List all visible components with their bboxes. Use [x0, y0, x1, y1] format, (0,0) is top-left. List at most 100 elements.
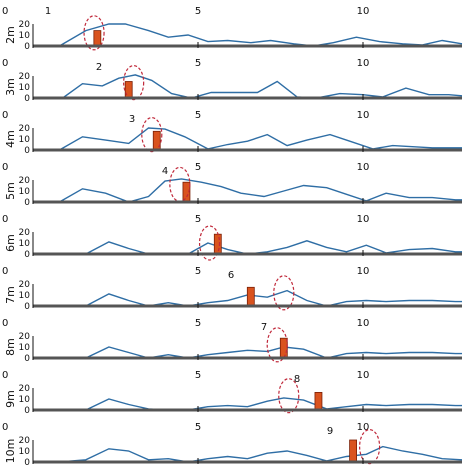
y-axis-label: 2m — [4, 26, 17, 44]
y-tick-label: 20 — [19, 384, 31, 394]
series-line — [33, 127, 462, 151]
y-axis-label: 7m — [4, 286, 17, 304]
x-tick-label: 0 — [2, 370, 8, 381]
bar-mark — [246, 286, 255, 307]
y-tick-label: 10 — [19, 239, 31, 249]
y-axis-label: 8m — [4, 338, 17, 356]
highlight-circle — [83, 15, 105, 51]
y-tick-label: 20 — [19, 228, 31, 238]
y-tick-label: 10 — [19, 83, 31, 93]
y-axis-label: 9m — [4, 390, 17, 408]
position-marker-label: 1 — [45, 6, 51, 17]
series-line — [33, 178, 462, 203]
x-tick-label: 5 — [195, 110, 201, 121]
y-axis-label: 6m — [4, 234, 17, 252]
bar-mark — [314, 391, 323, 411]
y-axis-label: 4m — [4, 130, 17, 148]
position-marker-label: 4 — [162, 166, 168, 177]
y-tick-label: 20 — [19, 280, 31, 290]
x-tick-label: 5 — [195, 214, 201, 225]
y-tick-label: 20 — [19, 436, 31, 446]
y-tick-label: 20 — [19, 176, 31, 186]
x-tick-label: 5 — [195, 318, 201, 329]
y-tick-label: 0 — [24, 198, 30, 208]
series-line — [33, 74, 463, 99]
bar-mark — [349, 439, 358, 463]
y-tick-label: 10 — [19, 187, 31, 197]
y-tick-label: 10 — [19, 395, 31, 405]
y-tick-label: 10 — [19, 135, 31, 145]
highlight-circle — [123, 64, 145, 101]
bar-mark — [279, 337, 288, 359]
x-tick-label: 0 — [2, 162, 8, 173]
highlight-circle — [141, 117, 163, 153]
y-tick-label: 20 — [19, 20, 31, 30]
x-tick-label: 5 — [195, 58, 201, 69]
x-tick-label: 0 — [2, 58, 8, 69]
x-tick-label: 10 — [357, 422, 370, 433]
y-tick-label: 0 — [24, 250, 30, 260]
x-tick-label: 5 — [195, 162, 201, 173]
series-line — [33, 445, 463, 463]
position-marker-label: 8 — [294, 374, 300, 385]
highlight-circle — [198, 225, 221, 261]
highlight-circle — [273, 275, 295, 311]
position-marker-label: 2 — [96, 62, 102, 73]
x-tick-label: 10 — [357, 162, 370, 173]
y-tick-label: 10 — [19, 31, 31, 41]
y-tick-label: 0 — [24, 458, 30, 468]
x-tick-label: 5 — [195, 370, 201, 381]
bar-mark — [93, 30, 102, 47]
x-tick-label: 0 — [2, 422, 8, 433]
x-tick-label: 10 — [357, 266, 370, 277]
y-axis-label: 3m — [4, 78, 17, 96]
bar-mark — [213, 233, 222, 255]
y-tick-label: 0 — [24, 302, 30, 312]
y-tick-label: 20 — [19, 332, 31, 342]
x-tick-label: 10 — [357, 110, 370, 121]
y-tick-label: 0 — [24, 146, 30, 156]
highlight-circle — [266, 327, 288, 363]
x-tick-label: 10 — [357, 6, 370, 17]
x-tick-label: 10 — [357, 214, 370, 225]
position-marker-label: 9 — [327, 426, 333, 437]
y-tick-label: 10 — [19, 291, 31, 301]
x-tick-label: 10 — [357, 370, 370, 381]
y-tick-label: 10 — [19, 343, 31, 353]
series-line — [33, 346, 462, 359]
x-tick-label: 0 — [2, 6, 8, 17]
x-tick-label: 0 — [2, 266, 8, 277]
y-tick-label: 20 — [19, 124, 31, 134]
y-tick-label: 0 — [24, 42, 30, 52]
series-line — [33, 289, 462, 307]
series-line — [33, 397, 462, 411]
position-marker-label: 6 — [228, 270, 234, 281]
highlight-circle — [359, 429, 381, 465]
series-line — [33, 240, 462, 255]
x-tick-label: 5 — [195, 266, 201, 277]
position-marker-label: 7 — [261, 322, 267, 333]
y-tick-label: 0 — [24, 94, 30, 104]
x-tick-label: 5 — [195, 422, 201, 433]
x-tick-label: 10 — [357, 318, 370, 329]
y-tick-label: 0 — [24, 354, 30, 364]
x-tick-label: 5 — [195, 6, 201, 17]
x-tick-label: 0 — [2, 318, 8, 329]
y-tick-label: 20 — [19, 72, 31, 82]
x-tick-label: 0 — [2, 214, 8, 225]
y-tick-label: 0 — [24, 406, 30, 416]
y-tick-label: 10 — [19, 447, 31, 457]
x-tick-label: 0 — [2, 110, 8, 121]
position-marker-label: 3 — [129, 114, 135, 125]
x-tick-label: 10 — [357, 58, 370, 69]
series-line — [33, 23, 463, 47]
